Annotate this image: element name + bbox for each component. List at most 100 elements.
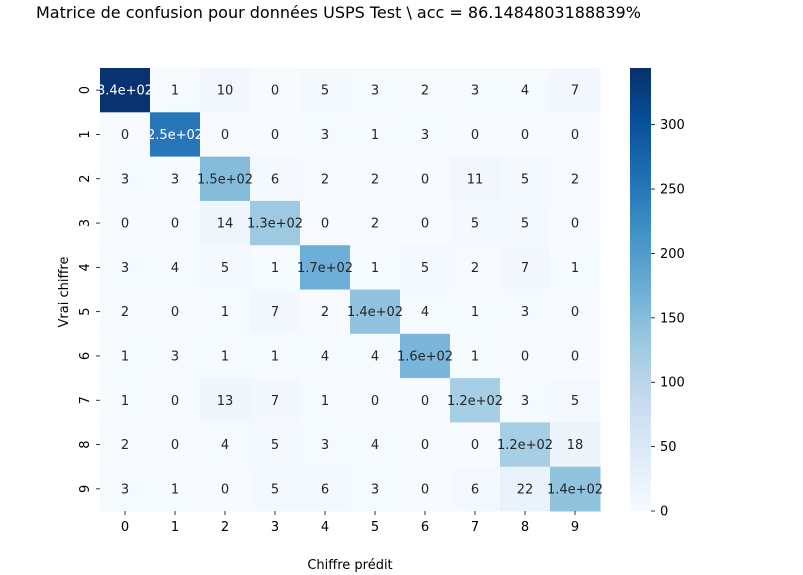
x-tick-label: 0 [121, 520, 129, 535]
heatmap-cell [400, 466, 451, 512]
cell-value-label: 0 [271, 128, 279, 143]
cell-value-label: 1 [121, 394, 129, 409]
cell-value-label: 0 [171, 217, 179, 232]
cell-value-label: 0 [221, 482, 229, 497]
x-tick-label: 2 [221, 520, 229, 535]
colorbar-tick-label: 250 [660, 183, 685, 198]
heatmap-cell [150, 112, 201, 158]
y-tick-label: 9 [78, 485, 93, 493]
heatmap-cell [500, 378, 551, 423]
cell-value-label: 7 [271, 394, 279, 409]
cell-value-label: 6 [471, 482, 479, 497]
heatmap-cell [550, 333, 601, 379]
heatmap-cell [100, 156, 151, 202]
heatmap-cell [100, 466, 151, 512]
x-tick-label: 6 [421, 520, 429, 535]
colorbar-tick-label: 200 [660, 247, 685, 262]
cell-value-label: 4 [321, 349, 329, 364]
cell-value-label: 2 [321, 305, 329, 320]
heatmap-cell [500, 200, 551, 246]
heatmap-cell [500, 422, 551, 468]
x-tick-label: 4 [321, 520, 329, 535]
heatmap-cell [300, 466, 351, 512]
cell-value-label: 0 [171, 394, 179, 409]
heatmap-cell [250, 68, 301, 113]
heatmap-cell [450, 245, 501, 290]
cell-value-label: 7 [521, 261, 529, 276]
heatmap-cell [500, 245, 551, 290]
heatmap-cell [300, 378, 351, 423]
heatmap-cell [200, 245, 251, 290]
cell-value-label: 1.4e+02 [347, 305, 403, 320]
heatmap-cell [150, 378, 201, 423]
heatmap-cell [550, 466, 601, 512]
colorbar-tick-label: 50 [660, 440, 677, 455]
heatmap-cell [450, 68, 501, 113]
cell-value-label: 6 [321, 482, 329, 497]
heatmap-cell [150, 156, 201, 202]
cell-value-label: 1 [221, 349, 229, 364]
y-tick-label: 6 [78, 352, 93, 360]
heatmap-cell [150, 68, 201, 113]
cell-value-label: 13 [217, 394, 234, 409]
heatmap-cell [300, 200, 351, 246]
cell-value-label: 7 [571, 84, 579, 99]
cell-value-label: 0 [521, 128, 529, 143]
heatmap-cell [400, 156, 451, 202]
x-axis-ticks: 0 1 2 3 4 5 6 7 8 9 [121, 511, 579, 535]
x-tick-label: 1 [171, 520, 179, 535]
colorbar [630, 68, 651, 511]
y-tick-label: 8 [78, 440, 93, 448]
cell-value-label: 0 [471, 128, 479, 143]
cell-value-label: 2 [371, 172, 379, 187]
cell-value-label: 5 [271, 438, 279, 453]
cell-value-label: 5 [521, 217, 529, 232]
cell-value-label: 0 [421, 482, 429, 497]
cell-value-label: 1 [371, 261, 379, 276]
heatmap-cell [500, 466, 551, 512]
cell-value-label: 1 [171, 84, 179, 99]
cell-value-label: 3 [171, 349, 179, 364]
heatmap-cell [300, 289, 351, 335]
heatmap-cell [350, 112, 401, 158]
cell-value-label: 18 [567, 438, 584, 453]
heatmap-cell [350, 378, 401, 423]
heatmap-cell [100, 68, 151, 113]
heatmap-cell [450, 333, 501, 379]
cell-value-label: 3.4e+02 [97, 84, 153, 99]
cell-value-label: 4 [171, 261, 179, 276]
cell-value-label: 0 [571, 217, 579, 232]
cell-value-label: 5 [321, 84, 329, 99]
heatmap-cell [550, 289, 601, 335]
heatmap-cell [350, 245, 401, 290]
heatmap-cell [150, 200, 201, 246]
heatmap-cell [100, 289, 151, 335]
cell-value-label: 3 [521, 394, 529, 409]
cell-value-label: 6 [271, 172, 279, 187]
colorbar-ticks: 0 50 100 150 200 250 300 [651, 118, 685, 520]
cell-value-label: 1 [471, 305, 479, 320]
cell-value-label: 0 [221, 128, 229, 143]
heatmap-cell [300, 112, 351, 158]
heatmap-cell [550, 156, 601, 202]
heatmap-cell [150, 422, 201, 468]
y-tick-label: 4 [78, 263, 93, 271]
heatmap-cell [200, 333, 251, 379]
cell-value-label: 1.3e+02 [247, 217, 303, 232]
heatmap-cell [550, 378, 601, 423]
cell-value-label: 2 [321, 172, 329, 187]
cell-value-label: 1.2e+02 [447, 394, 503, 409]
heatmap-cell [400, 289, 451, 335]
heatmap-cell [150, 333, 201, 379]
cell-value-label: 2 [121, 305, 129, 320]
cell-value-label: 0 [321, 217, 329, 232]
heatmap-cell [150, 466, 201, 512]
heatmap-cell [450, 378, 501, 423]
cell-value-label: 1.5e+02 [197, 172, 253, 187]
cell-value-label: 5 [271, 482, 279, 497]
cell-value-label: 1 [471, 349, 479, 364]
y-tick-label: 1 [78, 130, 93, 138]
heatmap-cell [100, 333, 151, 379]
heatmap-cell [200, 378, 251, 423]
heatmap-cell [400, 245, 451, 290]
